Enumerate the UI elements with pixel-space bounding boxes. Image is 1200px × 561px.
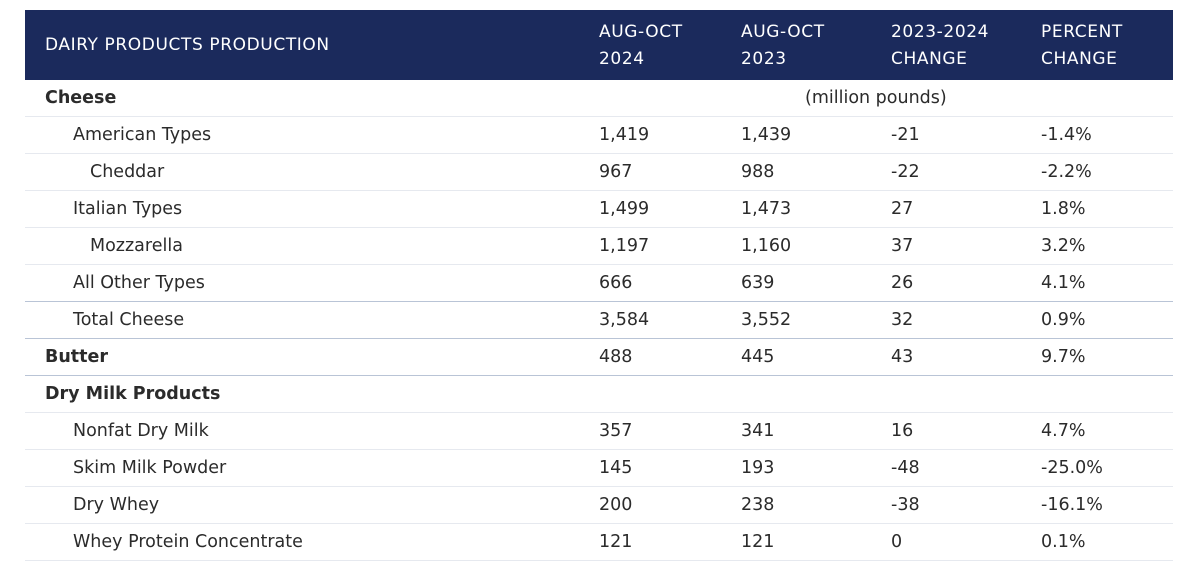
value-2024: 967 bbox=[599, 162, 633, 182]
value-percent: 0.9% bbox=[1041, 310, 1086, 330]
value-percent: -16.1% bbox=[1041, 495, 1103, 515]
value-2024: 1,419 bbox=[599, 125, 650, 145]
value-change: 26 bbox=[891, 273, 914, 293]
table-row: Cheddar 967 988 -22 -2.2% bbox=[25, 154, 1173, 191]
value-percent: 9.7% bbox=[1041, 347, 1086, 367]
value-percent: 0.1% bbox=[1041, 532, 1086, 552]
value-2023: 3,552 bbox=[741, 310, 792, 330]
value-2024: 1,197 bbox=[599, 236, 650, 256]
table-row: Mozzarella 1,197 1,160 37 3.2% bbox=[25, 228, 1173, 265]
table-header: DAIRY PRODUCTS PRODUCTION AUG-OCT 2024 A… bbox=[25, 10, 1173, 80]
row-label: Total Cheese bbox=[73, 310, 185, 330]
header-title: DAIRY PRODUCTS PRODUCTION bbox=[45, 35, 330, 55]
value-2023: 193 bbox=[741, 458, 775, 478]
row-label: Skim Milk Powder bbox=[73, 458, 227, 478]
value-percent: 4.1% bbox=[1041, 273, 1086, 293]
value-2024: 357 bbox=[599, 421, 633, 441]
table-row: Italian Types 1,499 1,473 27 1.8% bbox=[25, 191, 1173, 228]
value-2023: 639 bbox=[741, 273, 775, 293]
value-change: -38 bbox=[891, 495, 920, 515]
value-2024: 3,584 bbox=[599, 310, 650, 330]
value-2024: 1,499 bbox=[599, 199, 650, 219]
table-row: Skim Milk Powder 145 193 -48 -25.0% bbox=[25, 450, 1173, 487]
value-percent: 1.8% bbox=[1041, 199, 1086, 219]
value-percent: -25.0% bbox=[1041, 458, 1103, 478]
value-2024: 145 bbox=[599, 458, 633, 478]
row-label: All Other Types bbox=[73, 273, 205, 293]
table-row-cheese: Cheese (million pounds) bbox=[25, 80, 1173, 117]
value-2024: 121 bbox=[599, 532, 633, 552]
row-label: Mozzarella bbox=[90, 236, 183, 256]
header-aug-oct-2023: AUG-OCT 2023 bbox=[741, 22, 825, 69]
row-label: Butter bbox=[45, 347, 109, 367]
value-change: 37 bbox=[891, 236, 914, 256]
table-row: Whey Protein Concentrate 121 121 0 0.1% bbox=[25, 524, 1173, 561]
table-row: American Types 1,419 1,439 -21 -1.4% bbox=[25, 117, 1173, 154]
table-row-dry-milk-products: Dry Milk Products bbox=[25, 376, 1173, 413]
table-row: Dry Whey 200 238 -38 -16.1% bbox=[25, 487, 1173, 524]
header-aug-oct-2024: AUG-OCT 2024 bbox=[599, 22, 683, 69]
row-label: American Types bbox=[73, 125, 212, 145]
row-label: Cheddar bbox=[90, 162, 165, 182]
header-change: 2023-2024 CHANGE bbox=[891, 22, 990, 69]
value-2023: 238 bbox=[741, 495, 775, 515]
row-label: Whey Protein Concentrate bbox=[73, 532, 303, 552]
table-row: Nonfat Dry Milk 357 341 16 4.7% bbox=[25, 413, 1173, 450]
value-percent: 3.2% bbox=[1041, 236, 1086, 256]
row-label: Nonfat Dry Milk bbox=[73, 421, 209, 441]
value-2024: 666 bbox=[599, 273, 633, 293]
value-change: 16 bbox=[891, 421, 914, 441]
value-percent: -1.4% bbox=[1041, 125, 1092, 145]
table-row: All Other Types 666 639 26 4.1% bbox=[25, 265, 1173, 302]
row-label: Dry Milk Products bbox=[45, 384, 221, 404]
value-2023: 445 bbox=[741, 347, 775, 367]
value-2024: 200 bbox=[599, 495, 633, 515]
header-percent-change: PERCENT CHANGE bbox=[1041, 22, 1123, 69]
value-2024: 488 bbox=[599, 347, 633, 367]
value-2023: 1,439 bbox=[741, 125, 792, 145]
value-change: 43 bbox=[891, 347, 914, 367]
row-label: Dry Whey bbox=[73, 495, 160, 515]
value-2023: 341 bbox=[741, 421, 775, 441]
value-change: -48 bbox=[891, 458, 920, 478]
value-2023: 988 bbox=[741, 162, 775, 182]
value-change: 27 bbox=[891, 199, 914, 219]
value-percent: -2.2% bbox=[1041, 162, 1092, 182]
value-change: 0 bbox=[891, 532, 903, 552]
value-2023: 1,473 bbox=[741, 199, 792, 219]
value-change: -21 bbox=[891, 125, 920, 145]
value-change: 32 bbox=[891, 310, 914, 330]
row-label: Italian Types bbox=[73, 199, 183, 219]
value-change: -22 bbox=[891, 162, 920, 182]
value-2023: 1,160 bbox=[741, 236, 792, 256]
unit-note: (million pounds) bbox=[805, 88, 947, 108]
row-label: Cheese bbox=[45, 88, 117, 108]
dairy-production-table: DAIRY PRODUCTS PRODUCTION AUG-OCT 2024 A… bbox=[25, 10, 1173, 561]
table-row-butter: Butter 488 445 43 9.7% bbox=[25, 339, 1173, 376]
table-row-total-cheese: Total Cheese 3,584 3,552 32 0.9% bbox=[25, 302, 1173, 339]
value-2023: 121 bbox=[741, 532, 775, 552]
value-percent: 4.7% bbox=[1041, 421, 1086, 441]
